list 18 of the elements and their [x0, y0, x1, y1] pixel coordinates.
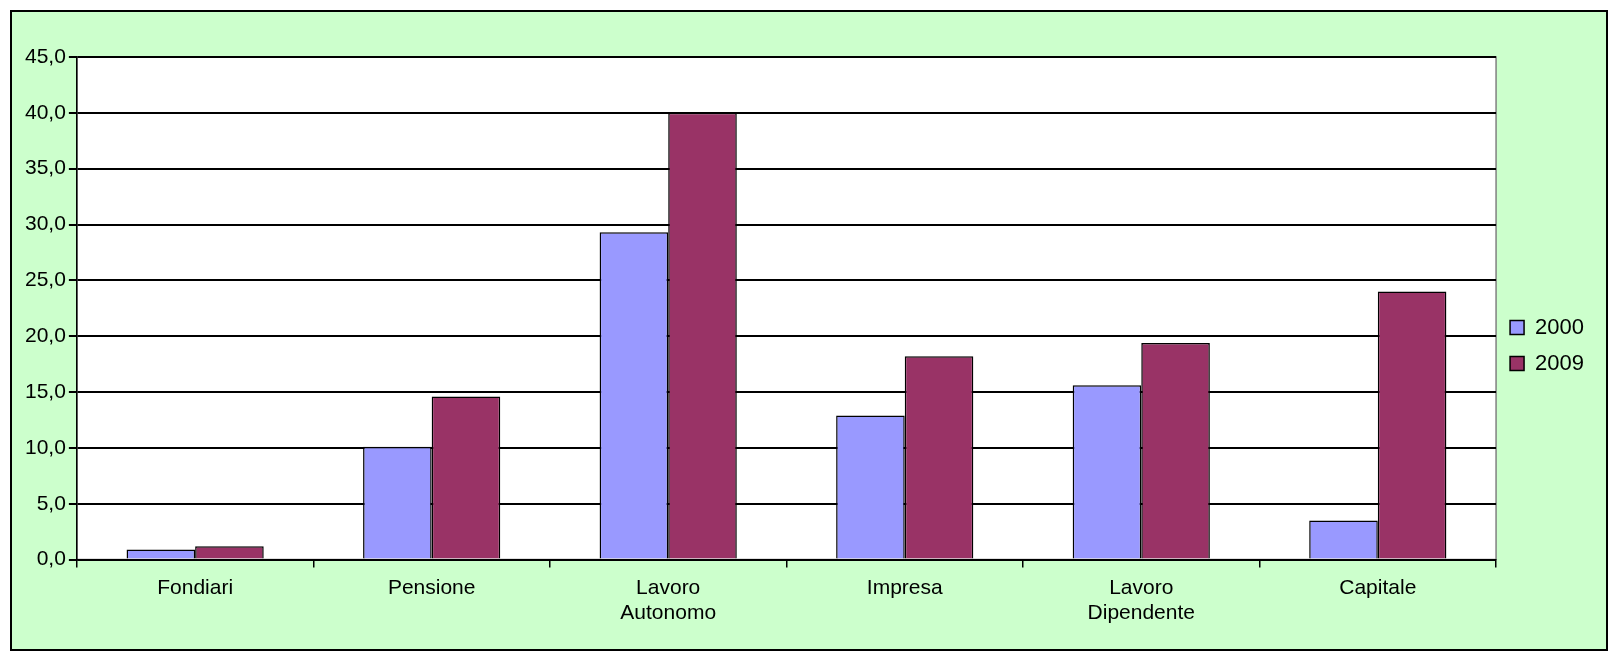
y-tick-label: 25,0	[25, 267, 66, 291]
y-tick-label: 35,0	[25, 155, 66, 179]
y-tick-label: 10,0	[25, 434, 66, 458]
x-tick-label: Capitale	[1339, 575, 1417, 598]
x-tick-label: Lavoro Autonomo	[620, 575, 717, 624]
x-tick-label: Lavoro Dipendente	[1087, 575, 1195, 624]
legend-label: 2009	[1535, 349, 1585, 375]
y-tick-label: 45,0	[25, 43, 66, 67]
x-tick-label: Pensione	[387, 575, 476, 598]
x-tick-label: Impresa	[866, 575, 943, 598]
legend-label: 2000	[1535, 313, 1585, 339]
y-tick-label: 15,0	[25, 378, 66, 402]
y-tick-label: 40,0	[25, 99, 66, 123]
y-tick-label: 20,0	[25, 323, 66, 347]
y-tick-label: 5,0	[36, 490, 66, 514]
x-tick-label: Fondiari	[157, 575, 234, 598]
y-tick-label: 30,0	[25, 211, 66, 235]
y-tick-label: 0,0	[36, 546, 66, 570]
